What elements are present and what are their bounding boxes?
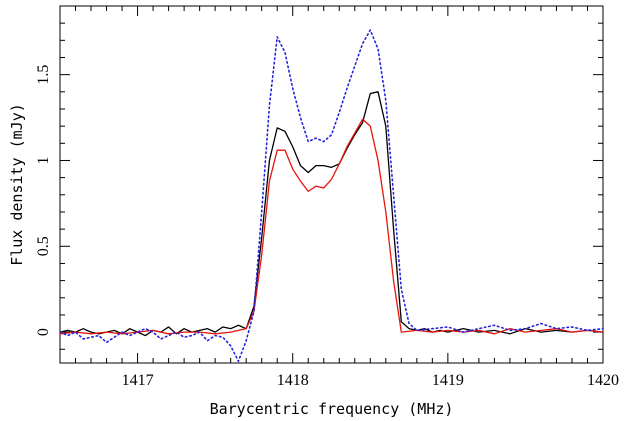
y-tick-label: 1 — [35, 156, 52, 164]
y-tick-label: 0 — [35, 328, 52, 336]
axis-ticks — [59, 5, 604, 363]
y-tick-label: 0.5 — [35, 236, 52, 256]
plot-frame — [59, 5, 604, 364]
x-tick-label: 1417 — [122, 372, 154, 389]
series-line-3 — [59, 29, 604, 363]
y-tick-label: 1.5 — [35, 65, 52, 85]
x-tick-label: 1419 — [432, 372, 464, 389]
series-line-2 — [59, 118, 604, 335]
series-line-1 — [59, 91, 604, 337]
x-tick-label: 1418 — [277, 372, 309, 389]
series-layer — [59, 29, 604, 363]
x-tick-label: 1420 — [587, 372, 619, 389]
axis-tick-labels: 1417 1418 1419 1420 0 0.5 1 1.5 — [35, 65, 619, 389]
x-axis-title: Barycentric frequency (MHz) — [210, 400, 454, 418]
y-axis-title: Flux density (mJy) — [8, 103, 26, 266]
